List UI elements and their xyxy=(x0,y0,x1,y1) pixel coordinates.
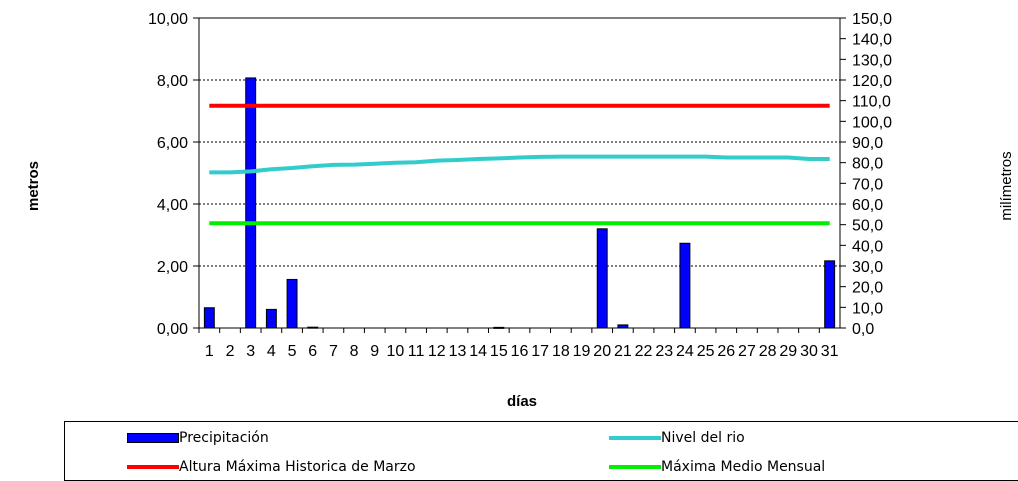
y-tick-label-right: 20,0 xyxy=(852,280,883,297)
x-tick-label: 16 xyxy=(511,343,529,360)
line-series xyxy=(209,103,830,226)
bar xyxy=(679,242,691,329)
x-tick-label: 27 xyxy=(738,343,756,360)
legend-swatch-nivel-del-rio xyxy=(609,436,661,440)
legend: Precipitación Nivel del rio Altura Máxim… xyxy=(64,421,1018,481)
y-tick-label-right: 90,0 xyxy=(852,135,883,152)
x-tick-label: 9 xyxy=(370,343,379,360)
legend-swatch-precipitacion xyxy=(127,433,179,443)
x-tick-label: 7 xyxy=(329,343,338,360)
y-tick-label-right: 60,0 xyxy=(852,197,883,214)
y-tick-label-right: 150,0 xyxy=(852,11,892,28)
x-tick-label: 4 xyxy=(267,343,276,360)
y-tick-label-right: 110,0 xyxy=(852,94,891,111)
right-axis-ticks: 0,0 10,0 20,0 30,0 40,0 50,0 60,0 70,0 80,0 90,0 1… xyxy=(840,11,892,338)
x-tick-label: 22 xyxy=(635,343,653,360)
y-tick-label-right: 0,0 xyxy=(852,321,874,338)
x-tick-label: 29 xyxy=(779,343,797,360)
y-tick-label-right: 30,0 xyxy=(852,259,883,276)
plot-area-frame xyxy=(198,17,841,329)
y-tick-label-left: 2,00 xyxy=(157,259,188,276)
y-tick-label-right: 140,0 xyxy=(852,32,892,49)
y-axis-title-right: milímetros xyxy=(998,151,1015,220)
y-tick-label-right: 80,0 xyxy=(852,156,883,173)
x-tick-label: 8 xyxy=(350,343,359,360)
x-tick-label: 25 xyxy=(697,343,715,360)
x-tick-label: 23 xyxy=(655,343,673,360)
x-tick-label: 21 xyxy=(614,343,632,360)
grid-lines xyxy=(199,79,840,267)
bar xyxy=(286,278,298,329)
y-tick-label-right: 70,0 xyxy=(852,176,883,193)
legend-swatch-altura-maxima xyxy=(127,465,179,469)
x-tick-label: 26 xyxy=(717,343,735,360)
bar xyxy=(824,260,836,329)
x-tick-label: 13 xyxy=(449,343,467,360)
y-tick-label-right: 100,0 xyxy=(852,114,892,131)
x-tick-label: 6 xyxy=(308,343,317,360)
x-tick-label: 1 xyxy=(205,343,214,360)
x-tick-label: 17 xyxy=(531,343,549,360)
legend-item-maxima-medio-mensual: Máxima Medio Mensual xyxy=(609,457,825,477)
y-tick-label-left: 0,00 xyxy=(157,321,188,338)
y-tick-label-right: 50,0 xyxy=(852,218,883,235)
bar xyxy=(245,77,257,329)
y-tick-label-right: 130,0 xyxy=(852,52,892,69)
x-tick-label: 18 xyxy=(552,343,570,360)
x-tick-label: 20 xyxy=(593,343,611,360)
x-tick-label: 14 xyxy=(469,343,487,360)
legend-label: Altura Máxima Historica de Marzo xyxy=(179,459,416,475)
y-tick-label-left: 6,00 xyxy=(157,135,188,152)
x-axis-title: días xyxy=(507,393,537,410)
bar-series xyxy=(203,77,836,329)
x-tick-label: 2 xyxy=(226,343,235,360)
bar xyxy=(203,307,215,329)
y-tick-label-left: 10,00 xyxy=(148,11,188,28)
legend-swatch-maxima-medio-mensual xyxy=(609,465,661,469)
x-tick-label: 11 xyxy=(408,343,425,360)
x-tick-label: 10 xyxy=(387,343,405,360)
x-tick-label: 28 xyxy=(759,343,777,360)
series-line xyxy=(209,154,830,175)
legend-label: Nivel del rio xyxy=(661,430,745,446)
legend-label: Máxima Medio Mensual xyxy=(661,459,826,475)
x-tick-label: 31 xyxy=(821,343,839,360)
x-tick-label: 3 xyxy=(246,343,255,360)
x-tick-label: 15 xyxy=(490,343,508,360)
x-tick-label: 19 xyxy=(573,343,591,360)
legend-item-altura-maxima: Altura Máxima Historica de Marzo xyxy=(127,457,416,477)
y-tick-label-right: 10,0 xyxy=(852,300,883,317)
y-tick-label-left: 4,00 xyxy=(157,197,188,214)
legend-item-nivel-del-rio: Nivel del rio xyxy=(609,428,745,448)
bar xyxy=(596,228,608,329)
y-tick-label-right: 120,0 xyxy=(852,73,892,90)
x-tick-label: 5 xyxy=(288,343,297,360)
y-tick-label-right: 40,0 xyxy=(852,238,883,255)
legend-label: Precipitación xyxy=(179,430,269,446)
y-axis-title-left: metros xyxy=(25,161,42,211)
legend-item-precipitacion: Precipitación xyxy=(127,428,269,448)
x-axis-ticks: 1 2 3 4 5 6 7 8 9 10 11 12 13 14 15 16 17 18 19 20 21 22 23 24 2… xyxy=(198,328,839,360)
x-tick-label: 30 xyxy=(800,343,818,360)
y-tick-label-left: 8,00 xyxy=(157,73,188,90)
x-tick-label: 12 xyxy=(428,343,446,360)
x-tick-label: 24 xyxy=(676,343,694,360)
left-axis-ticks: 0,00 2,00 4,00 6,00 8,00 10,00 xyxy=(148,11,199,338)
bar xyxy=(265,308,277,329)
